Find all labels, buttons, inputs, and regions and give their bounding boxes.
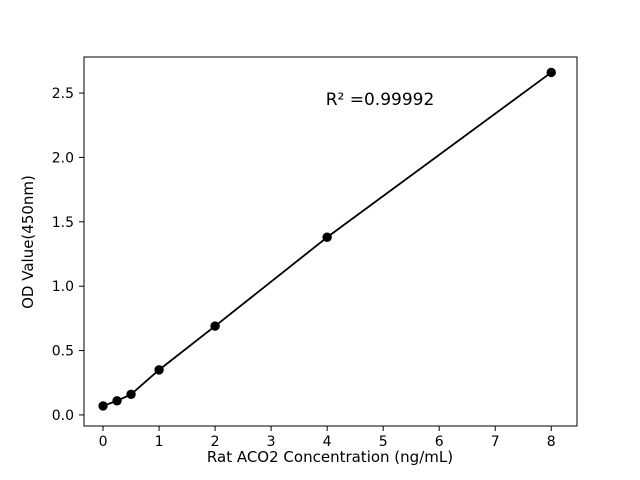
y-tick-label: 2.5 (52, 86, 74, 102)
data-point-marker (546, 67, 556, 78)
data-point-marker (98, 401, 108, 411)
data-point-marker (126, 389, 136, 400)
axis-ticks: 0 1 2 3 4 5 6 7 8 0.0 0.5 1.0 1.5 2.0 2.5 (52, 86, 556, 450)
x-tick-label: 2 (211, 434, 220, 450)
y-axis-label: OD Value(450nm) (19, 175, 37, 309)
x-tick-label: 1 (155, 434, 164, 450)
x-tick-label: 8 (547, 434, 556, 450)
y-tick-label: 0.5 (52, 344, 74, 360)
y-tick-label: 2.0 (52, 150, 74, 166)
plot-border (83, 56, 578, 427)
x-axis-label: Rat ACO2 Concentration (ng/mL) (207, 448, 453, 466)
y-tick-label: 1.5 (52, 215, 74, 231)
y-tick-label: 0.0 (52, 408, 74, 424)
y-tick-label: 1.0 (52, 279, 74, 295)
data-point-marker (322, 232, 332, 242)
x-tick-label: 5 (379, 434, 388, 450)
r-squared-annotation: R² =0.99992 (326, 90, 435, 110)
series (98, 67, 556, 411)
x-tick-label: 0 (99, 434, 108, 450)
data-point-marker (154, 365, 164, 375)
x-tick-label: 3 (267, 434, 276, 450)
data-point-marker (112, 396, 122, 406)
data-point-marker (210, 321, 220, 331)
x-tick-label: 4 (323, 434, 332, 450)
x-tick-label: 7 (491, 434, 500, 450)
x-tick-label: 6 (435, 434, 444, 450)
